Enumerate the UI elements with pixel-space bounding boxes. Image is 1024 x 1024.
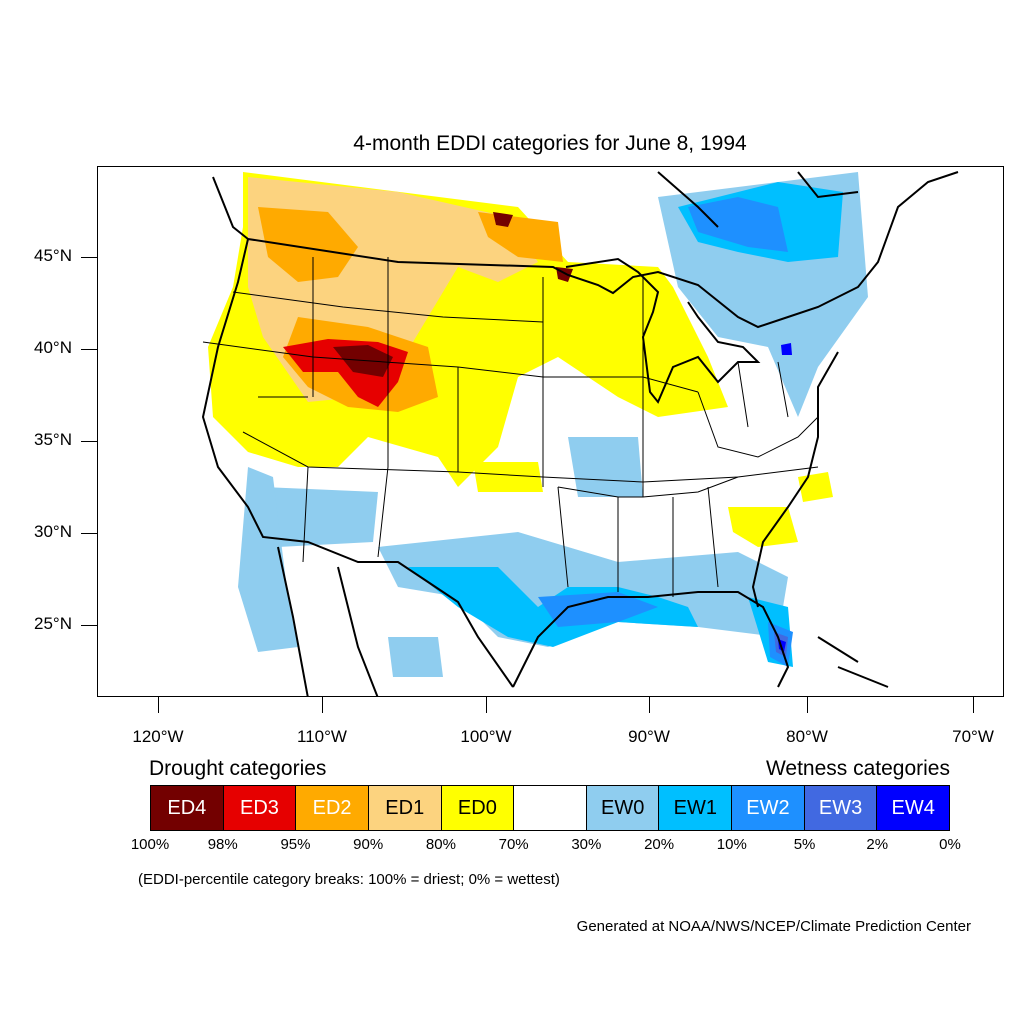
wetness-heading: Wetness categories <box>765 757 950 780</box>
credit-text: Generated at NOAA/NWS/NCEP/Climate Predi… <box>576 918 971 935</box>
region-ew0-mex <box>388 637 443 677</box>
lon-tick-120 <box>158 697 159 713</box>
percentile-break-label: 0% <box>939 836 961 853</box>
lat-tick-35 <box>81 441 97 442</box>
region-ew2-gulf <box>538 592 658 627</box>
region-ew2-ne <box>688 197 788 252</box>
lat-tick-25 <box>81 625 97 626</box>
legend-cell-ed0: ED0 <box>441 786 515 830</box>
region-ew0-pac <box>238 467 298 652</box>
region-ed2-north <box>258 207 358 282</box>
lat-tick-45 <box>81 257 97 258</box>
lat-label-40: 40°N <box>34 338 72 357</box>
percentile-break-label: 20% <box>644 836 675 853</box>
lon-tick-110 <box>322 697 323 713</box>
percentile-break-label: 5% <box>793 836 816 853</box>
drought-heading: Drought categories <box>149 757 327 780</box>
legend-cell-ew4: EW4 <box>877 786 950 830</box>
legend-cell-ed4: ED4 <box>151 786 224 830</box>
lon-tick-70 <box>973 697 974 713</box>
percentile-break-label: 10% <box>716 836 747 853</box>
lat-label-45: 45°N <box>34 246 72 265</box>
percentile-break-label: 95% <box>280 836 311 853</box>
legend-cell-ed1: ED1 <box>368 786 442 830</box>
lat-label-25: 25°N <box>34 614 72 633</box>
lat-label-35: 35°N <box>34 430 72 449</box>
percentile-break-label: 30% <box>571 836 602 853</box>
lon-tick-100 <box>486 697 487 713</box>
legend-cell-ew3: EW3 <box>804 786 878 830</box>
legend-cell-ed2: ED2 <box>296 786 369 830</box>
us-outline <box>201 171 959 688</box>
lon-label-110: 110°W <box>297 727 347 746</box>
percentile-break-label: 98% <box>207 836 238 853</box>
percentile-break-label: 70% <box>498 836 529 853</box>
legend-cell-ew2: EW2 <box>732 786 805 830</box>
map-title: 4-month EDDI categories for June 8, 1994 <box>353 132 747 155</box>
state-boundaries <box>202 257 819 597</box>
great-lakes <box>565 257 761 404</box>
lon-tick-80 <box>807 697 808 713</box>
canada-coast <box>212 171 859 240</box>
lon-label-100: 100°W <box>460 727 512 746</box>
lat-label-30: 30°N <box>34 522 72 541</box>
lon-label-90: 90°W <box>628 727 670 746</box>
eddi-map <box>97 166 1004 697</box>
mexico-coast <box>277 546 379 696</box>
percentile-break-label: 90% <box>353 836 384 853</box>
region-ew0-sw <box>258 487 378 547</box>
percentile-break-label: 80% <box>425 836 456 853</box>
lon-label-120: 120°W <box>132 727 184 746</box>
region-ed0-ok <box>473 462 543 492</box>
category-regions <box>208 172 868 677</box>
caribbean-islands <box>817 636 889 688</box>
legend-cell-ew0: EW0 <box>586 786 660 830</box>
percentile-break-label: 2% <box>866 836 889 853</box>
category-note: (EDDI-percentile category breaks: 100% =… <box>138 871 560 888</box>
lon-label-80: 80°W <box>786 727 828 746</box>
category-legend: ED4 ED3 ED2 ED1 ED0 EW0 EW1 EW2 EW3 EW4 <box>150 785 950 831</box>
legend-cell-neutral <box>514 786 587 830</box>
region-ed0-nc <box>798 472 833 502</box>
region-ew0-ms <box>568 437 643 497</box>
region-ed4-core <box>333 345 393 377</box>
lon-label-70: 70°W <box>952 727 994 746</box>
region-ed4-ne <box>493 212 513 227</box>
lat-tick-30 <box>81 533 97 534</box>
percentile-break-label: 100% <box>130 836 170 853</box>
lon-tick-90 <box>649 697 650 713</box>
legend-cell-ed3: ED3 <box>223 786 297 830</box>
legend-cell-ew1: EW1 <box>659 786 733 830</box>
map-canvas <box>201 171 959 696</box>
region-ew4-pa <box>781 343 792 355</box>
lat-tick-40 <box>81 349 97 350</box>
